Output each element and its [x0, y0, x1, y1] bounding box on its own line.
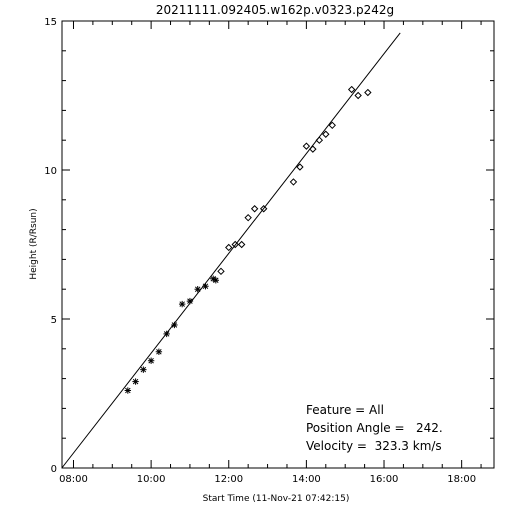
data-point-diamond [354, 91, 362, 100]
data-point-diamond [322, 130, 330, 138]
data-point-asterisk [212, 277, 220, 284]
fit-line [61, 32, 401, 469]
plot-area [61, 32, 401, 469]
data-point-diamond [250, 205, 259, 213]
data-point-asterisk [147, 357, 155, 364]
x-tick-label: 12:00 [214, 474, 243, 485]
y-tick-label: 0 [51, 464, 57, 475]
data-point-diamond [244, 213, 252, 222]
x-tick-label: 10:00 [137, 474, 166, 485]
x-axis: 08:00 10:00 12:00 14:00 16:00 18:00 [59, 21, 482, 485]
y-tick-label: 15 [44, 17, 57, 28]
y-tick-label: 10 [44, 166, 57, 177]
annotation-feature: Feature = All [306, 403, 384, 417]
y-axis-label: Height (R/Rsun) [29, 208, 39, 279]
annotation-position-angle: Position Angle = 242. [306, 421, 443, 435]
data-point-diamond [217, 267, 225, 276]
x-tick-label: 14:00 [292, 474, 321, 485]
data-point-diamond [296, 163, 304, 171]
data-point-diamond [237, 240, 246, 249]
data-point-asterisk [178, 300, 186, 308]
plot-frame [61, 20, 495, 469]
annotation-box: Feature = All Position Angle = 242. Velo… [306, 403, 443, 453]
data-point-diamond [328, 121, 336, 130]
data-point-diamond [364, 88, 372, 97]
data-point-diamond [302, 142, 311, 150]
y-tick-label: 5 [51, 315, 57, 326]
y-axis: 0 5 10 15 [44, 17, 494, 475]
data-point-asterisk [124, 387, 132, 394]
data-point-asterisk [194, 286, 201, 293]
chart-title: 20211111.092405.w162p.v0323.p242g [156, 3, 394, 17]
data-point-diamond [347, 85, 356, 94]
annotation-velocity: Velocity = 323.3 km/s [306, 439, 442, 453]
x-tick-label: 18:00 [447, 474, 476, 485]
x-tick-label: 08:00 [59, 474, 88, 485]
data-point-diamond [225, 243, 233, 252]
x-axis-label: Start Time (11-Nov-21 07:42:15) [203, 494, 350, 504]
x-tick-label: 16:00 [370, 474, 399, 485]
data-point-asterisk [155, 348, 163, 355]
data-point-asterisk [140, 366, 147, 373]
data-point-asterisk [132, 378, 139, 385]
data-point-diamond [289, 178, 298, 186]
